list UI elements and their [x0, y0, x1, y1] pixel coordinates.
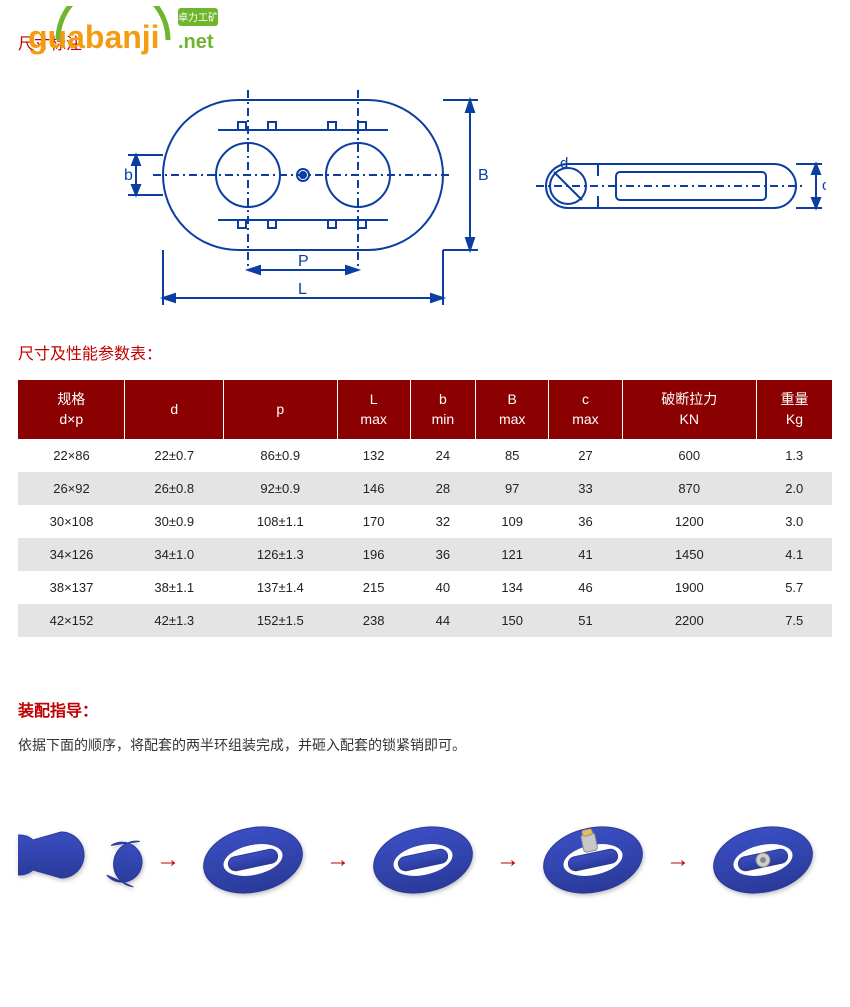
table-cell: 600 — [622, 439, 756, 472]
table-cell: 28 — [410, 472, 475, 505]
table-cell: 870 — [622, 472, 756, 505]
table-cell: 34±1.0 — [125, 538, 224, 571]
table-cell: 1450 — [622, 538, 756, 571]
dimension-diagram: b B P L d c — [78, 70, 832, 310]
table-cell: 134 — [476, 571, 549, 604]
col-header: Bmax — [476, 380, 549, 439]
table-cell: 42×152 — [18, 604, 125, 637]
table-cell: 146 — [337, 472, 410, 505]
table-cell: 40 — [410, 571, 475, 604]
table-cell: 121 — [476, 538, 549, 571]
table-cell: 109 — [476, 505, 549, 538]
svg-text:B: B — [478, 167, 489, 184]
table-cell: 152±1.5 — [224, 604, 338, 637]
col-header: Lmax — [337, 380, 410, 439]
svg-text:c: c — [822, 177, 826, 194]
table-cell: 41 — [549, 538, 622, 571]
table-row: 34×12634±1.0126±1.3196361214114504.1 — [18, 538, 832, 571]
spec-table: 规格d×pdpLmaxbminBmaxcmax破断拉力KN重量Kg 22×862… — [18, 380, 832, 637]
assembly-steps: → → → → — [18, 815, 832, 905]
table-cell: 85 — [476, 439, 549, 472]
table-cell: 137±1.4 — [224, 571, 338, 604]
table-cell: 238 — [337, 604, 410, 637]
table-cell: 196 — [337, 538, 410, 571]
table-row: 38×13738±1.1137±1.4215401344619005.7 — [18, 571, 832, 604]
table-cell: 92±0.9 — [224, 472, 338, 505]
logo-badge: 卓力工矿 — [178, 11, 218, 24]
table-cell: 22×86 — [18, 439, 125, 472]
table-cell: 27 — [549, 439, 622, 472]
table-cell: 108±1.1 — [224, 505, 338, 538]
col-header: bmin — [410, 380, 475, 439]
assembly-step — [698, 815, 828, 905]
table-cell: 44 — [410, 604, 475, 637]
svg-text:d: d — [560, 155, 568, 172]
table-cell: 126±1.3 — [224, 538, 338, 571]
col-header: cmax — [549, 380, 622, 439]
table-cell: 4.1 — [756, 538, 832, 571]
arrow-icon: → — [326, 846, 350, 874]
arrow-icon: → — [496, 846, 520, 874]
table-cell: 3.0 — [756, 505, 832, 538]
table-row: 26×9226±0.892±0.91462897338702.0 — [18, 472, 832, 505]
table-row: 42×15242±1.3152±1.5238441505122007.5 — [18, 604, 832, 637]
assembly-step — [358, 815, 488, 905]
table-cell: 5.7 — [756, 571, 832, 604]
assembly-step — [18, 815, 148, 905]
table-row: 22×8622±0.786±0.91322485276001.3 — [18, 439, 832, 472]
assembly-step — [188, 815, 318, 905]
table-cell: 30×108 — [18, 505, 125, 538]
col-header: 破断拉力KN — [622, 380, 756, 439]
site-logo: guabanji 卓力工矿 .net — [28, 6, 218, 59]
arrow-icon: → — [666, 846, 690, 874]
assembly-step — [528, 815, 658, 905]
table-cell: 38×137 — [18, 571, 125, 604]
table-cell: 24 — [410, 439, 475, 472]
table-cell: 34×126 — [18, 538, 125, 571]
table-cell: 42±1.3 — [125, 604, 224, 637]
table-cell: 36 — [410, 538, 475, 571]
svg-text:P: P — [298, 253, 309, 270]
col-header: 规格d×p — [18, 380, 125, 439]
spec-table-title: 尺寸及性能参数表： — [18, 340, 832, 364]
table-cell: 2200 — [622, 604, 756, 637]
table-row: 30×10830±0.9108±1.1170321093612003.0 — [18, 505, 832, 538]
col-header: p — [224, 380, 338, 439]
table-cell: 46 — [549, 571, 622, 604]
svg-text:L: L — [298, 281, 307, 298]
table-cell: 26±0.8 — [125, 472, 224, 505]
arrow-icon: → — [156, 846, 180, 874]
table-cell: 2.0 — [756, 472, 832, 505]
table-cell: 22±0.7 — [125, 439, 224, 472]
table-cell: 97 — [476, 472, 549, 505]
table-cell: 1.3 — [756, 439, 832, 472]
col-header: d — [125, 380, 224, 439]
table-cell: 38±1.1 — [125, 571, 224, 604]
table-cell: 215 — [337, 571, 410, 604]
col-header: 重量Kg — [756, 380, 832, 439]
table-cell: 1900 — [622, 571, 756, 604]
table-cell: 26×92 — [18, 472, 125, 505]
logo-suffix: .net — [178, 31, 214, 53]
table-cell: 1200 — [622, 505, 756, 538]
table-cell: 33 — [549, 472, 622, 505]
table-cell: 170 — [337, 505, 410, 538]
logo-text: guabanji — [28, 19, 160, 55]
table-cell: 51 — [549, 604, 622, 637]
table-cell: 7.5 — [756, 604, 832, 637]
assembly-text: 依据下面的顺序，将配套的两半环组装完成，并砸入配套的锁紧销即可。 — [18, 735, 832, 755]
table-cell: 86±0.9 — [224, 439, 338, 472]
table-cell: 32 — [410, 505, 475, 538]
table-cell: 30±0.9 — [125, 505, 224, 538]
assembly-title: 装配指导： — [18, 697, 832, 721]
table-cell: 36 — [549, 505, 622, 538]
table-cell: 132 — [337, 439, 410, 472]
svg-text:b: b — [124, 167, 133, 184]
table-cell: 150 — [476, 604, 549, 637]
